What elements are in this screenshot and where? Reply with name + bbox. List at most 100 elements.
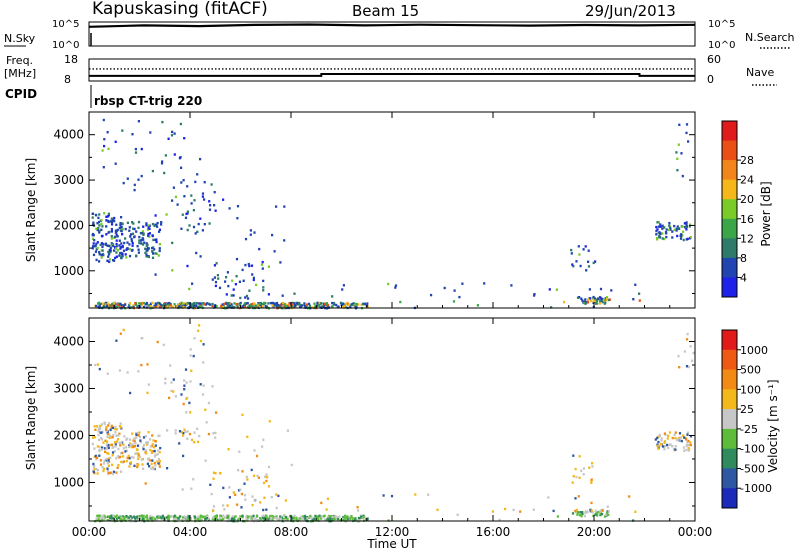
data-point <box>131 221 134 224</box>
data-point <box>123 241 126 245</box>
data-point <box>601 300 604 304</box>
data-point <box>225 514 228 517</box>
data-point <box>689 223 692 226</box>
data-point <box>170 514 173 518</box>
data-point <box>151 234 154 238</box>
data-point <box>139 439 142 442</box>
data-point <box>267 302 270 305</box>
data-point <box>140 232 143 235</box>
data-point <box>115 517 118 520</box>
data-point <box>146 462 149 465</box>
data-point <box>241 268 244 272</box>
data-point <box>592 261 595 265</box>
data-point <box>226 271 229 274</box>
noise-panel: N.Sky 10^5 10^0 10^5 10^0 N.Search <box>4 19 795 51</box>
data-point <box>190 194 193 197</box>
data-point <box>352 519 355 522</box>
data-point <box>115 305 118 309</box>
data-point <box>571 481 574 484</box>
data-point <box>225 293 228 296</box>
data-point <box>594 513 597 516</box>
data-point <box>128 254 132 258</box>
data-point <box>329 515 332 518</box>
data-point <box>205 421 208 424</box>
data-point <box>251 503 254 507</box>
station-title: Kapuskasing (fitACF) <box>92 0 268 19</box>
data-point <box>214 209 217 212</box>
data-point <box>146 443 149 446</box>
data-point <box>211 302 214 306</box>
data-point <box>430 293 433 297</box>
data-point <box>659 225 662 228</box>
colorbar-tick-label: 8 <box>740 252 747 265</box>
colorbar-segment <box>722 140 737 161</box>
data-point <box>343 516 346 519</box>
data-point <box>315 304 319 307</box>
data-point <box>658 433 662 437</box>
date-title: 29/Jun/2013 <box>585 2 676 20</box>
data-point <box>222 504 225 507</box>
data-point <box>286 429 289 432</box>
colorbar-tick-label: -1000 <box>740 482 772 495</box>
data-point <box>113 216 116 220</box>
x-tick-label: 20:00 <box>577 525 612 539</box>
data-point <box>212 432 215 435</box>
data-point <box>134 517 137 520</box>
data-point <box>154 252 157 255</box>
data-point <box>151 459 154 462</box>
data-point <box>142 238 145 241</box>
data-point <box>134 151 138 154</box>
data-point <box>121 516 124 519</box>
data-point <box>157 457 160 461</box>
data-point <box>512 508 515 512</box>
data-point <box>399 300 402 304</box>
data-point <box>688 225 691 228</box>
data-point <box>145 224 148 227</box>
data-point <box>585 269 588 272</box>
data-point <box>581 512 584 516</box>
data-point <box>245 294 249 298</box>
data-point <box>203 515 206 518</box>
data-point <box>131 244 134 247</box>
data-point <box>681 434 685 437</box>
data-point <box>338 515 341 518</box>
data-point <box>314 305 317 308</box>
data-point <box>126 437 129 440</box>
data-point <box>120 460 123 464</box>
data-point <box>147 383 150 386</box>
data-point <box>341 302 345 305</box>
data-point <box>331 515 334 519</box>
data-point <box>570 248 573 252</box>
data-point <box>293 516 296 520</box>
data-point <box>112 218 115 222</box>
data-point <box>133 188 136 192</box>
data-point <box>119 223 122 227</box>
data-point <box>196 517 200 521</box>
data-point <box>195 301 198 305</box>
data-point <box>687 439 690 443</box>
data-point <box>103 144 106 148</box>
data-point <box>238 305 241 309</box>
data-point <box>691 359 694 362</box>
data-point <box>329 516 332 520</box>
data-point <box>443 286 446 290</box>
data-point <box>578 514 582 517</box>
data-point <box>98 229 101 233</box>
data-point <box>198 324 201 327</box>
data-point <box>186 302 189 305</box>
data-point <box>176 203 179 206</box>
data-point <box>591 465 594 468</box>
data-point <box>101 438 104 441</box>
data-point <box>209 483 212 486</box>
data-point <box>136 245 139 248</box>
data-point <box>314 514 317 518</box>
data-point <box>154 302 157 305</box>
data-point <box>147 232 150 236</box>
data-point <box>592 297 595 300</box>
data-point <box>303 302 306 305</box>
data-point <box>162 343 165 347</box>
data-point <box>150 462 153 466</box>
data-point <box>452 300 456 303</box>
data-point <box>117 464 120 467</box>
data-point <box>145 514 149 517</box>
